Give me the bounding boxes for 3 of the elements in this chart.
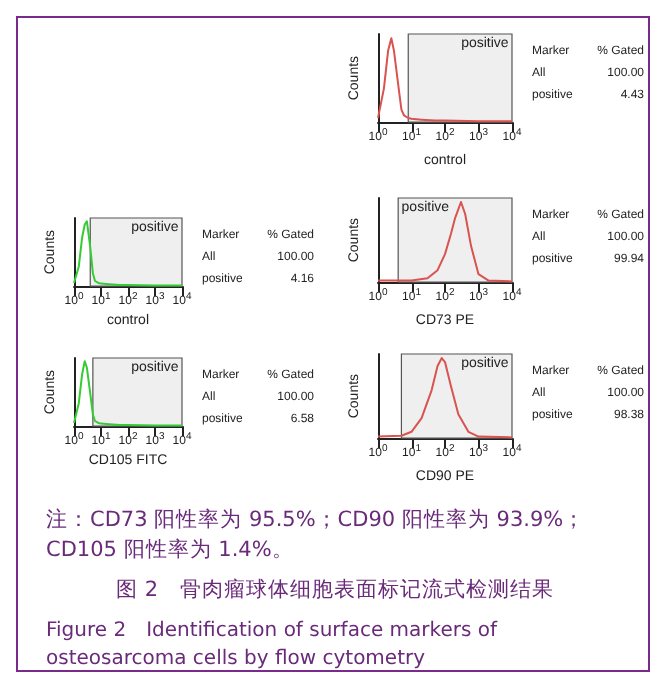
text: 注：CD73 阳性率为 95.5%；CD90 阳性率为 93.9%；CD105 阳性率为 1.4%。 — [46, 506, 588, 565]
caption: 图 2 骨肉瘤球体细胞表面标记流式检测结果 — [113, 576, 557, 607]
caption: Figure 2 Identification of surface markers of osteosarcoma cells by flow cytometry — [46, 618, 500, 675]
